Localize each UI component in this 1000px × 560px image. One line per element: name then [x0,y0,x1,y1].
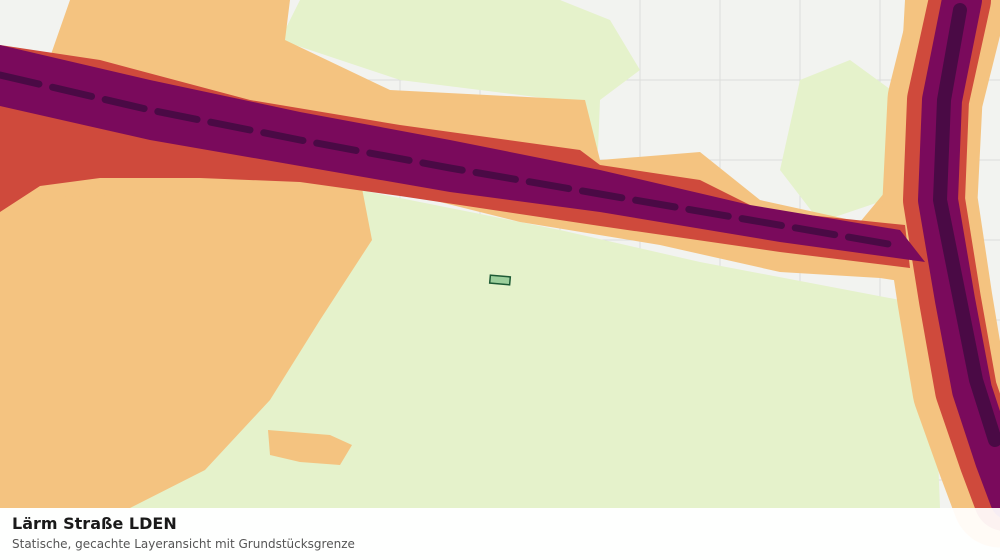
caption-panel [0,508,1000,560]
zone [280,0,640,150]
parcel-boundary [488,274,512,286]
zone [780,60,905,222]
map-subtitle: Statische, gecachte Layeransicht mit Gru… [12,537,355,551]
zone [590,360,752,412]
zone [0,175,372,508]
zone [268,430,352,465]
map-title: Lärm Straße LDEN [12,514,177,533]
noise-zone-very-high [0,0,1000,518]
zone [850,380,930,470]
zone [933,3,1000,447]
zone [0,71,904,250]
